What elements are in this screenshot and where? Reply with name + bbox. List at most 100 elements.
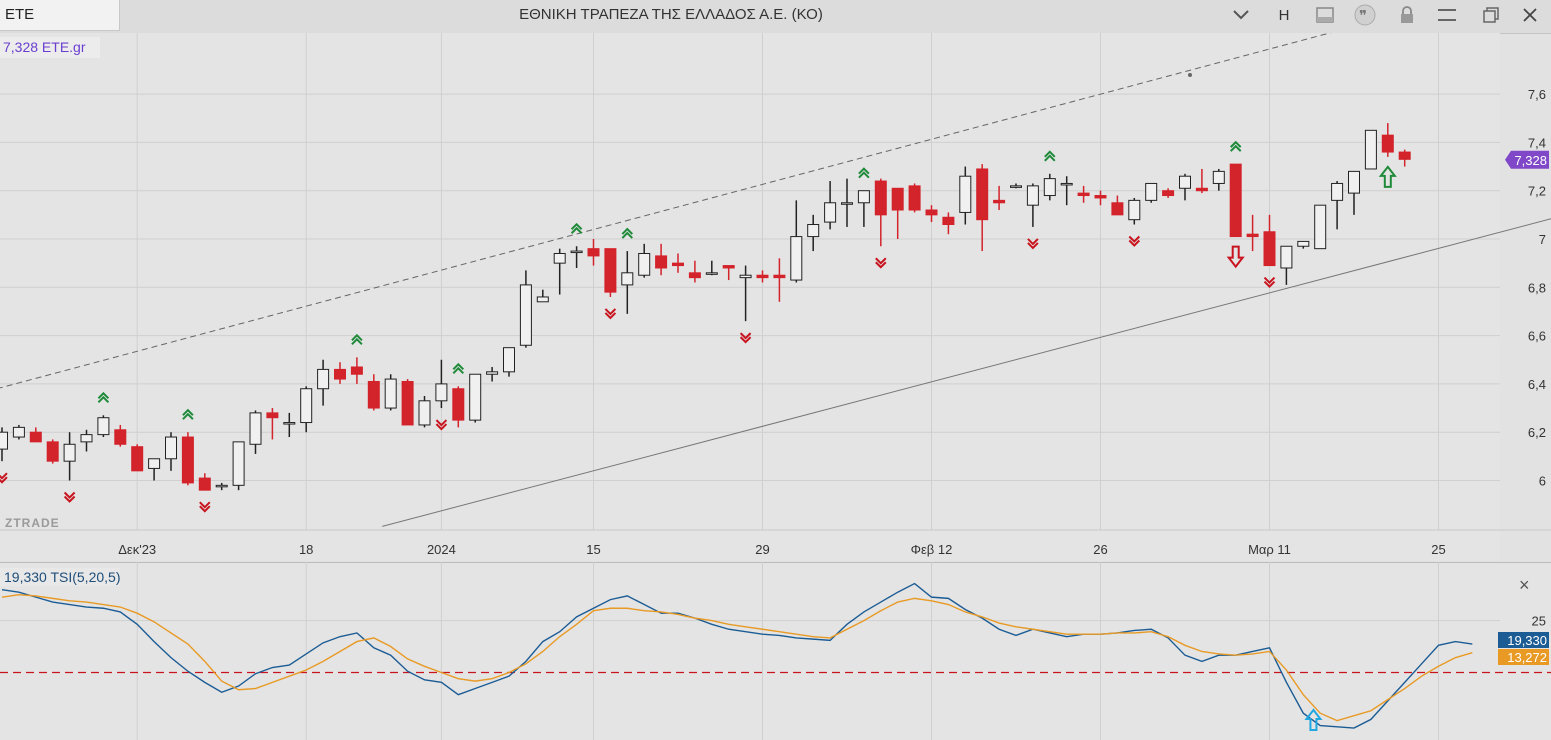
x-tick-label: 15 [586, 542, 600, 557]
candle [790, 200, 803, 283]
candle [418, 395, 431, 428]
candle-body [587, 248, 600, 257]
sell-signal-icon [1027, 238, 1039, 250]
dropdown-icon[interactable] [1223, 2, 1259, 28]
y-tick-label: 7 [1539, 232, 1546, 247]
candle [249, 410, 262, 454]
sell-arrow-icon [1226, 245, 1245, 269]
candle [722, 265, 735, 281]
candle-body [570, 250, 583, 254]
candle-body [63, 443, 76, 462]
quote-icon[interactable]: ❞ [1347, 2, 1383, 28]
candle-body [536, 296, 549, 303]
sell-signal-icon [739, 332, 752, 344]
y-tick-label: 6,8 [1528, 280, 1546, 295]
candle [1179, 173, 1191, 201]
candle [350, 357, 363, 384]
candle-body [401, 380, 414, 426]
candle [367, 374, 380, 411]
candle-body [300, 388, 313, 424]
candle-body [959, 175, 972, 213]
candle [1128, 197, 1141, 225]
close-icon[interactable] [1512, 2, 1548, 28]
candle [215, 482, 228, 491]
x-tick-label: 2024 [427, 542, 456, 557]
signal-value: 13,272 [1507, 650, 1547, 665]
h-button[interactable]: H [1278, 6, 1290, 24]
candle [925, 205, 938, 223]
candle-body [722, 265, 735, 269]
buy-signal-icon [97, 391, 110, 404]
candle [1398, 149, 1411, 167]
candle [1229, 163, 1242, 238]
candle-body [655, 255, 668, 269]
candle-body [80, 434, 93, 443]
sell-signal-icon [1128, 235, 1141, 247]
candle-body [46, 441, 59, 462]
candle [536, 289, 549, 303]
candle [266, 408, 279, 440]
candle-body [1212, 170, 1225, 184]
candle-body [1060, 182, 1073, 186]
sell-signal-icon [0, 472, 8, 484]
candle [857, 190, 870, 227]
candle [1280, 245, 1293, 285]
candle-body [976, 168, 989, 221]
buy-signal-icon [1229, 140, 1242, 152]
candle [976, 164, 989, 252]
candle-body [1280, 245, 1293, 269]
close-indicator-button[interactable]: × [1519, 575, 1530, 595]
candle-body [181, 436, 194, 484]
candle [993, 185, 1006, 211]
candle-body [350, 366, 363, 375]
candle [469, 373, 482, 423]
buy-arrow-icon [1378, 165, 1397, 188]
candle [1077, 185, 1090, 203]
candle-body [198, 477, 211, 491]
candle [638, 243, 651, 278]
tsi-indicator-panel[interactable]: 25 19,330 13,272 [0, 562, 1551, 740]
panel-icon[interactable] [1307, 2, 1343, 28]
lock-icon[interactable] [1389, 2, 1425, 28]
candle-body [1297, 240, 1310, 247]
menu-icon[interactable] [1429, 2, 1465, 28]
x-tick-label: 25 [1431, 542, 1445, 557]
candle [384, 374, 397, 411]
title-bar: ETE ΕΘΝΙΚΗ ΤΡΑΠΕΖΑ ΤΗΣ ΕΛΛΑΔΟΣ Α.Ε. (ΚΟ)… [0, 0, 1551, 34]
price-chart[interactable]: 6 6,2 6,4 6,6 6,8 7 7,2 7,4 7,6 Δεκ'23 18 2024 15 29 Φ… [0, 33, 1551, 561]
candle [0, 427, 8, 462]
candle-body [435, 383, 448, 402]
candle [1195, 168, 1208, 194]
candle-body [705, 272, 718, 275]
candle [401, 379, 414, 426]
candle-body [891, 187, 904, 211]
restore-icon[interactable] [1473, 2, 1509, 28]
sell-signal-icon [1263, 276, 1276, 288]
candle-body [1010, 185, 1022, 188]
candle [232, 441, 245, 491]
buy-signal-icon [351, 333, 363, 346]
candle-body [672, 262, 684, 267]
candle-body [1043, 178, 1056, 197]
candle-body [317, 368, 330, 390]
candle-body [266, 412, 279, 419]
symbol-input[interactable]: ETE [0, 0, 120, 31]
x-tick-label: Δεκ'23 [118, 542, 156, 557]
candle [807, 214, 820, 252]
candle-body [0, 431, 8, 450]
candle-body [874, 180, 887, 216]
candle-body [857, 190, 870, 204]
plot-area [0, 33, 1500, 561]
candle [46, 439, 59, 464]
candle-body [12, 426, 25, 438]
candle-body [638, 252, 651, 276]
candle-body [452, 388, 465, 421]
x-tick-label: 18 [299, 542, 313, 557]
candle [165, 432, 177, 471]
candle-body [790, 236, 803, 281]
instrument-title: ΕΘΝΙΚΗ ΤΡΑΠΕΖΑ ΤΗΣ ΕΛΛΑΔΟΣ Α.Ε. (ΚΟ) [519, 6, 823, 23]
candle [553, 248, 566, 295]
candle [1331, 181, 1344, 230]
candle [1060, 176, 1073, 206]
candle-body [1348, 170, 1360, 194]
